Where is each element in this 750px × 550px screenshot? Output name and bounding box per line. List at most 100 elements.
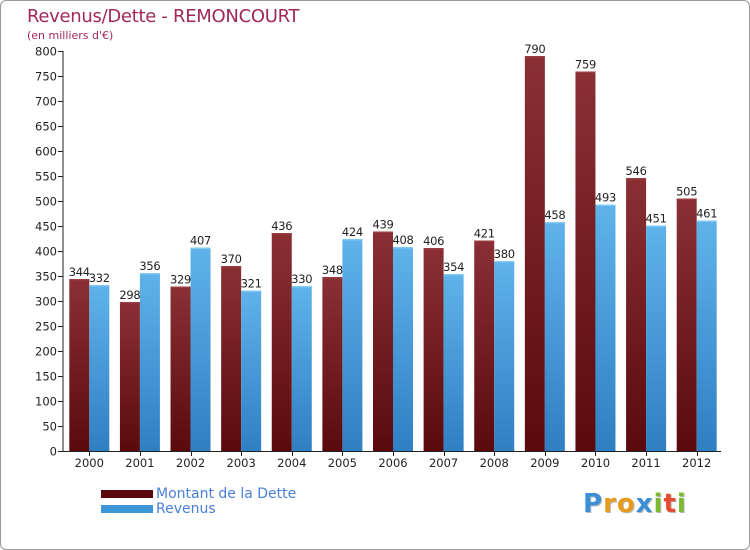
logo-letter: t	[663, 489, 677, 519]
x-tick-label: 2001	[125, 456, 154, 470]
legend-swatch-debt	[101, 490, 153, 498]
bar-debt	[373, 231, 393, 451]
bar-debt	[221, 266, 242, 451]
bar-debt-cap	[322, 277, 343, 279]
bar-debt-cap	[119, 302, 140, 304]
data-label-revenus: 380	[494, 247, 515, 261]
legend-label-debt: Montant de la Dette	[156, 486, 297, 502]
x-tick-label: 2012	[682, 456, 711, 470]
data-label-revenus: 458	[544, 208, 565, 222]
chart-subtitle: (en milliers d'€)	[27, 29, 114, 42]
bar-revenus-cap	[89, 285, 110, 287]
y-tick-label: 650	[35, 120, 57, 134]
x-tick-label: 2004	[277, 456, 306, 470]
proxiti-logo: Proxiti	[583, 489, 687, 519]
bar-debt-cap	[474, 240, 495, 242]
data-label-revenus: 330	[291, 272, 312, 286]
bar-revenus	[595, 204, 616, 451]
data-label-revenus: 408	[392, 233, 413, 247]
y-tick-label: 150	[35, 370, 57, 384]
data-label-revenus: 407	[190, 234, 211, 248]
bar-revenus	[342, 239, 363, 451]
bar-debt	[170, 286, 191, 451]
bar-debt	[474, 240, 495, 451]
bar-revenus	[241, 290, 262, 451]
data-label-revenus: 493	[595, 191, 616, 205]
bar-debt-cap	[373, 231, 393, 233]
bar-debt-cap	[221, 266, 242, 268]
bar-revenus-cap	[646, 225, 667, 227]
bar-revenus	[291, 286, 312, 451]
y-tick-label: 600	[35, 145, 57, 159]
data-label-revenus: 332	[89, 271, 110, 285]
y-tick-label: 700	[35, 95, 57, 109]
bar-revenus	[89, 285, 110, 451]
y-tick-label: 200	[35, 345, 57, 359]
bar-debt-cap	[626, 178, 647, 180]
logo-letter: x	[635, 489, 654, 519]
bar-revenus	[646, 225, 667, 451]
data-label-revenus: 354	[443, 260, 464, 274]
data-label-revenus: 461	[696, 207, 717, 221]
legend-label-revenus: Revenus	[156, 501, 216, 517]
bar-revenus-cap	[595, 204, 616, 206]
x-tick-label: 2006	[378, 456, 407, 470]
bar-debt-cap	[69, 279, 90, 281]
y-tick-label: 400	[35, 245, 57, 259]
bar-debt	[575, 71, 596, 451]
bar-debt-cap	[575, 71, 596, 73]
y-tick-label: 350	[35, 270, 57, 284]
bar-debt-cap	[170, 286, 191, 288]
y-tick-label: 450	[35, 220, 57, 234]
bar-revenus-cap	[139, 273, 160, 275]
bar-revenus-cap	[342, 239, 363, 241]
data-label-debt: 406	[423, 234, 444, 248]
bar-revenus	[544, 222, 565, 451]
bar-revenus-cap	[190, 247, 211, 249]
bar-revenus-cap	[494, 261, 515, 263]
y-tick-label: 0	[50, 445, 57, 459]
legend-swatch-revenus	[101, 505, 153, 513]
x-tick-label: 2010	[581, 456, 610, 470]
x-tick-label: 2000	[75, 456, 104, 470]
bar-debt	[676, 198, 697, 451]
bar-revenus-cap	[443, 274, 464, 276]
bar-debt	[119, 302, 140, 451]
bar-revenus	[393, 247, 413, 451]
x-tick-label: 2009	[530, 456, 559, 470]
logo-letter: o	[616, 489, 636, 519]
x-tick-label: 2005	[328, 456, 357, 470]
bar-revenus	[190, 247, 211, 451]
x-tick-label: 2008	[480, 456, 509, 470]
bar-debt	[69, 279, 90, 451]
bar-revenus-cap	[544, 222, 565, 224]
x-tick-label: 2007	[429, 456, 458, 470]
data-label-revenus: 321	[241, 277, 262, 291]
bar-revenus	[139, 273, 160, 451]
logo-letter: r	[603, 489, 617, 519]
bar-revenus	[494, 261, 515, 451]
data-label-debt: 344	[69, 265, 90, 279]
data-label-debt: 439	[372, 218, 393, 232]
bar-revenus-cap	[696, 220, 717, 222]
logo-letter: P	[583, 489, 604, 519]
data-label-debt: 505	[676, 185, 697, 199]
y-tick-label: 750	[35, 70, 57, 84]
bar-debt	[271, 233, 292, 451]
x-tick-label: 2003	[227, 456, 256, 470]
bar-debt	[626, 178, 647, 451]
bar-revenus-cap	[291, 286, 312, 288]
bar-debt-cap	[423, 248, 444, 250]
y-tick-label: 300	[35, 295, 57, 309]
y-tick-label: 500	[35, 195, 57, 209]
logo-letter: i	[676, 489, 687, 519]
bar-debt-cap	[524, 56, 545, 58]
data-label-debt: 329	[170, 273, 191, 287]
bar-revenus	[696, 220, 717, 451]
bar-debt	[322, 277, 343, 451]
data-label-revenus: 424	[342, 225, 363, 239]
bar-debt	[524, 56, 545, 451]
y-tick-label: 50	[42, 420, 57, 434]
